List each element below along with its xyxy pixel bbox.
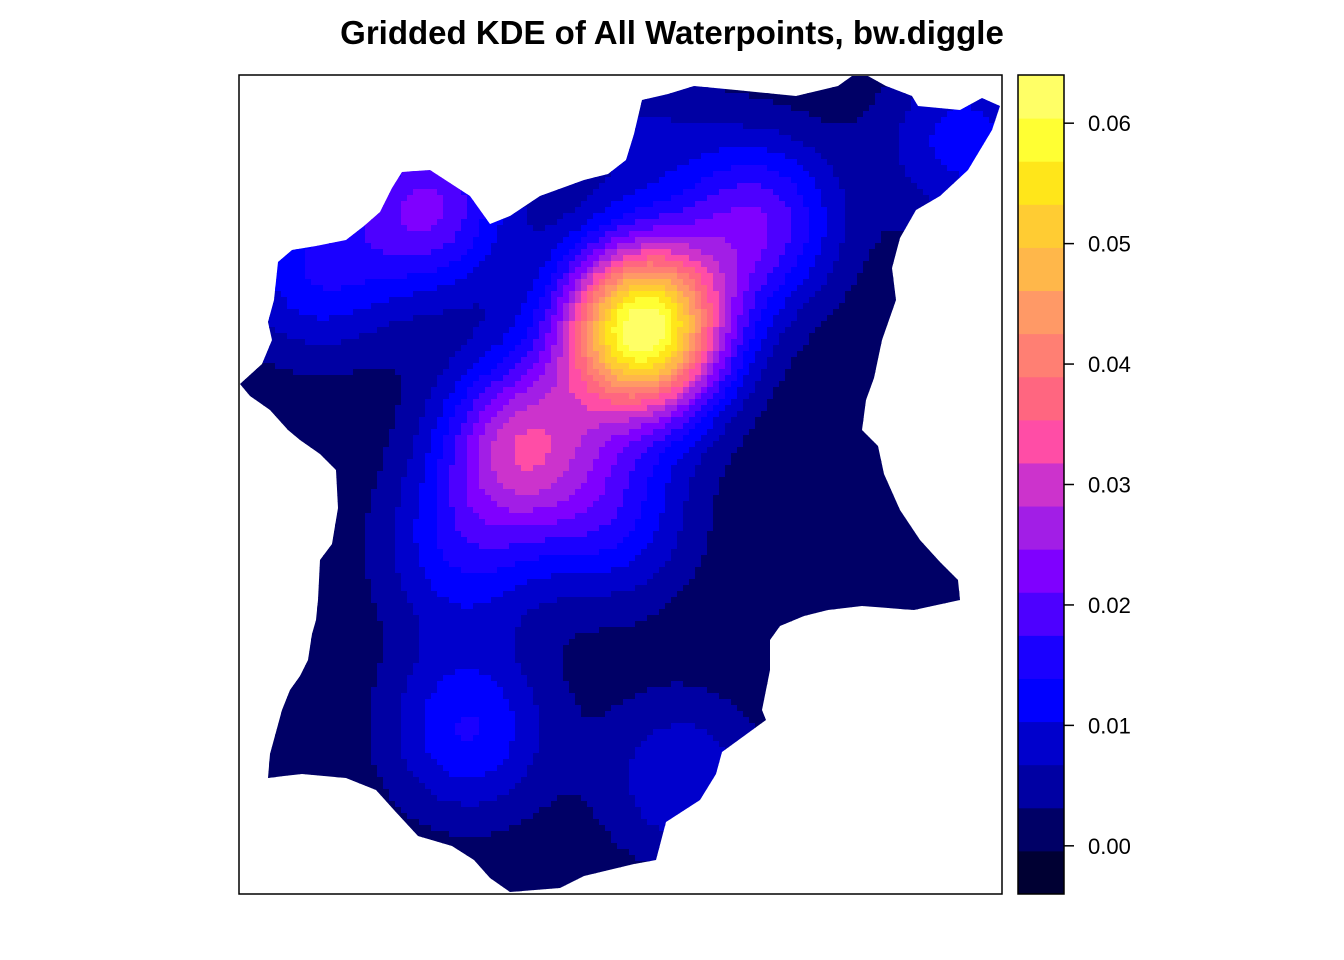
colorbar-tick-label: 0.01	[1088, 713, 1131, 738]
colorbar-band-7	[1018, 549, 1064, 593]
colorbar-band-5	[1018, 635, 1064, 679]
colorbar-band-11	[1018, 376, 1064, 421]
colorbar-band-3	[1018, 721, 1064, 766]
chart-title: Gridded KDE of All Waterpoints, bw.diggl…	[340, 14, 1004, 51]
colorbar-tick-label: 0.00	[1088, 834, 1131, 859]
colorbar-band-0	[1018, 850, 1064, 895]
colorbar-band-17	[1018, 118, 1064, 162]
colorbar-band-8	[1018, 506, 1064, 550]
colorbar-band-4	[1018, 678, 1064, 723]
colorbar-band-9	[1018, 462, 1064, 507]
colorbar-band-12	[1018, 333, 1064, 378]
colorbar-tick-label: 0.02	[1088, 593, 1131, 618]
colorbar-band-15	[1018, 204, 1064, 248]
colorbar-band-13	[1018, 290, 1064, 335]
colorbar-tick-label: 0.04	[1088, 352, 1131, 377]
colorbar-band-1	[1018, 807, 1064, 852]
plot-frame	[238, 74, 1003, 895]
colorbar-band-16	[1018, 161, 1064, 205]
colorbar-tick-label: 0.05	[1088, 232, 1131, 257]
colorbar	[1018, 75, 1064, 895]
colorbar-tick-label: 0.06	[1088, 111, 1131, 136]
colorbar-band-18	[1018, 75, 1064, 119]
colorbar-band-6	[1018, 592, 1064, 636]
colorbar-band-2	[1018, 764, 1064, 809]
colorbar-band-14	[1018, 247, 1064, 292]
colorbar-tick-label: 0.03	[1088, 473, 1131, 498]
colorbar-ticks: 0.00 0.01 0.02 0.03 0.04 0.05 0.06	[1064, 111, 1131, 859]
colorbar-band-10	[1018, 419, 1064, 464]
